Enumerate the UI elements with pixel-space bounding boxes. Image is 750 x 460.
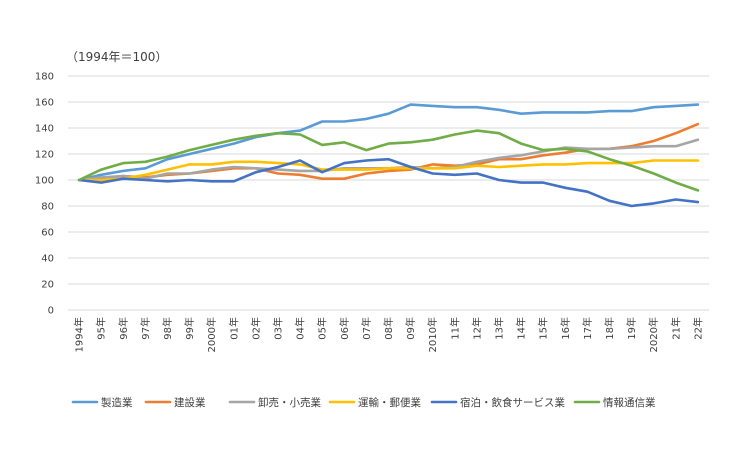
y-tick-label: 160 — [35, 98, 54, 109]
legend: 製造業 建設業 卸売・小売業 運輸・郵便業 宿泊・飲食サービス業 情報通信業 — [71, 396, 656, 409]
y-tick-label: 100 — [35, 176, 54, 187]
legend-label: 宿泊・飲食サービス業 — [460, 396, 565, 409]
x-tick-label: 16年 — [559, 317, 572, 340]
x-tick-label: 11年 — [448, 317, 461, 340]
series-line-4 — [77, 157, 700, 208]
series-line-1 — [77, 122, 700, 182]
x-tick-label: 14年 — [515, 317, 528, 340]
y-tick-label: 20 — [41, 280, 54, 291]
x-tick-label: 12年 — [470, 317, 483, 340]
y-tick-label: 120 — [35, 150, 54, 161]
x-tick-label: 03年 — [271, 317, 284, 340]
series-lines — [77, 103, 700, 208]
x-tick-label: 18年 — [603, 317, 616, 340]
x-tick-label: 21年 — [669, 317, 682, 340]
legend-label: 運輸・郵便業 — [358, 396, 421, 409]
y-tick-label: 60 — [41, 228, 54, 239]
y-tick-label: 180 — [35, 72, 54, 83]
y-tick-label: 40 — [41, 254, 54, 265]
x-tick-label: 2020年 — [647, 317, 660, 352]
series-line-3 — [77, 159, 700, 182]
y-unit-label: （1994年＝100） — [66, 50, 167, 64]
y-axis-ticks: 0 20 40 60 80 100 120 140 160 180 — [35, 72, 54, 317]
x-tick-label: 95年 — [95, 317, 108, 340]
x-tick-label: 08年 — [382, 317, 395, 340]
legend-label: 製造業 — [101, 396, 133, 409]
x-tick-label: 15年 — [537, 317, 550, 340]
legend-label: 情報通信業 — [603, 396, 656, 409]
x-tick-label: 96年 — [117, 317, 130, 340]
x-tick-label: 02年 — [249, 317, 262, 340]
x-tick-label: 19年 — [625, 317, 638, 340]
legend-label: 卸売・小売業 — [258, 396, 321, 409]
y-tick-label: 80 — [41, 202, 54, 213]
series-line-0 — [77, 103, 700, 182]
x-tick-label: 13年 — [493, 317, 506, 340]
x-tick-label: 2000年 — [205, 317, 218, 352]
x-tick-label: 2010年 — [426, 317, 439, 352]
x-tick-label: 07年 — [360, 317, 373, 340]
x-tick-label: 22年 — [691, 317, 704, 340]
y-tick-label: 140 — [35, 124, 54, 135]
x-tick-label: 01年 — [227, 317, 240, 340]
x-tick-label: 06年 — [338, 317, 351, 340]
y-tick-label: 0 — [48, 306, 54, 317]
legend-label: 建設業 — [174, 396, 206, 409]
x-tick-label: 09年 — [404, 317, 417, 340]
x-tick-label: 05年 — [316, 317, 329, 340]
series-line-5 — [77, 129, 700, 192]
x-tick-label: 17年 — [581, 317, 594, 340]
x-tick-label: 98年 — [161, 317, 174, 340]
x-tick-label: 99年 — [183, 317, 196, 340]
x-tick-label: 97年 — [139, 317, 152, 340]
x-axis-ticks: 1994年 95年 96年 97年 98年 99年 2000年 01年 02年 03年 04年 05年… — [73, 317, 705, 352]
x-tick-label: 04年 — [294, 317, 307, 340]
x-tick-label: 1994年 — [73, 317, 86, 352]
